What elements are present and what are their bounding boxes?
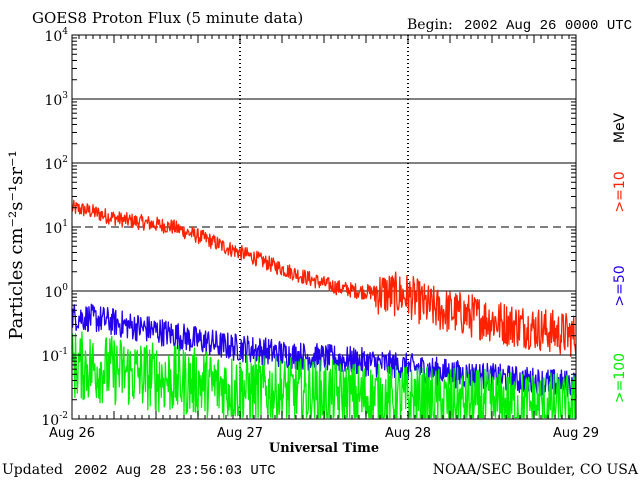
- y-tick-base: 10: [44, 157, 62, 173]
- y-tick-label: 10-1: [41, 347, 68, 365]
- x-tick-labels: Aug 26 Aug 27 Aug 28 Aug 29: [49, 426, 599, 441]
- y-tick-base: 10: [44, 93, 62, 109]
- y-axis-label: Particles cm⁻²s⁻¹sr⁻¹: [6, 150, 27, 339]
- y-tick-label: 103: [44, 91, 68, 109]
- x-tick-label: Aug 27: [217, 426, 263, 441]
- y-tick-label: 10-2: [41, 411, 68, 429]
- x-axis-label: Universal Time: [269, 441, 379, 456]
- y-tick-label: 102: [44, 155, 68, 173]
- y-tick-exponent: 4: [62, 27, 68, 37]
- y-tick-label: 101: [44, 219, 68, 237]
- y-tick-exponent: -2: [59, 411, 68, 421]
- x-tick-label: Aug 29: [553, 426, 599, 441]
- y-tick-label: 104: [44, 27, 68, 45]
- credit-label: NOAA/SEC Boulder, CO USA: [433, 462, 639, 478]
- y-tick-exponent: -1: [59, 347, 68, 357]
- y-tick-base: 10: [44, 221, 62, 237]
- x-tick-label: Aug 28: [385, 426, 431, 441]
- series-line-ge100: [71, 331, 577, 419]
- y-tick-exponent: 2: [62, 155, 68, 165]
- begin-label: Begin:: [407, 17, 453, 33]
- y-tick-base: 10: [41, 413, 59, 429]
- y-tick-base: 10: [41, 349, 59, 365]
- legend-series-ge50: >=50: [612, 265, 628, 306]
- plot-area: [71, 34, 577, 420]
- chart-title: GOES8 Proton Flux (5 minute data): [32, 9, 303, 27]
- legend-series-ge100: >=100: [612, 353, 628, 403]
- y-tick-base: 10: [44, 285, 62, 301]
- series-layer: [71, 199, 577, 419]
- begin-value: 2002 Aug 26 0000 UTC: [464, 18, 632, 34]
- x-tick-label: Aug 26: [49, 426, 95, 441]
- units-label: MeV: [612, 112, 628, 143]
- updated-label: Updated: [2, 462, 63, 478]
- y-tick-exponent: 3: [62, 91, 68, 101]
- y-tick-exponent: 1: [62, 219, 68, 229]
- legend-series-ge10: >=10: [612, 171, 628, 212]
- updated-value: 2002 Aug 28 23:56:03 UTC: [74, 463, 276, 479]
- y-tick-base: 10: [44, 29, 62, 45]
- y-tick-exponent: 0: [62, 283, 68, 293]
- series-line-ge10: [71, 199, 577, 358]
- y-tick-label: 100: [44, 283, 68, 301]
